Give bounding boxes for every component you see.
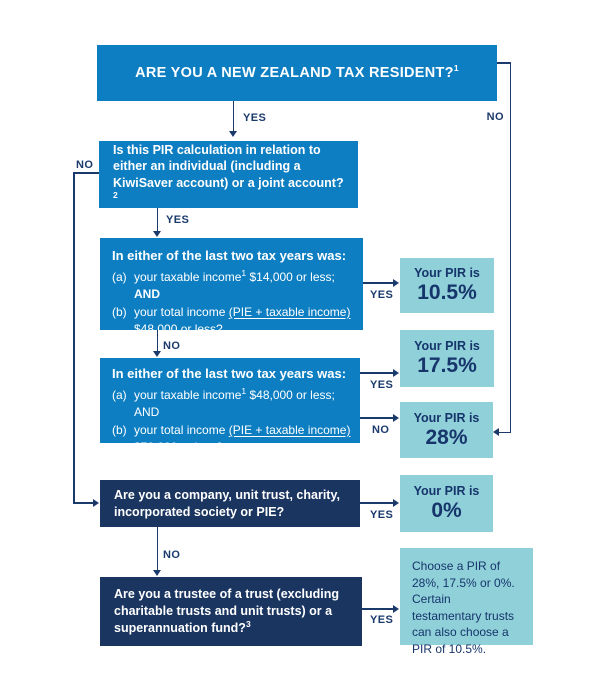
question-text: Are you a company, unit trust, charity, …: [114, 488, 340, 519]
result-value: 28%: [425, 425, 468, 449]
connector-q4-yes: [360, 372, 394, 374]
connector-q1-no-bottom: [499, 431, 511, 433]
result-prefix: Your PIR is: [413, 410, 480, 425]
condition-a-text: your taxable income1 $48,000 or less; AN…: [134, 386, 335, 420]
and-emphasis: AND: [134, 287, 160, 302]
condition-a-label: (a): [112, 270, 127, 284]
arrowhead-down-icon: [153, 231, 161, 237]
result-prefix: Your PIR is: [414, 266, 480, 280]
condition-a-text: your taxable income1 $14,000 or less; AN…: [134, 268, 335, 302]
question-heading: In either of the last two tax years was:: [112, 248, 347, 263]
footnote-marker: 3: [245, 618, 251, 629]
connector-q3-yes: [363, 282, 394, 284]
question-text: Is this PIR calculation in relation to e…: [113, 142, 344, 200]
result-text: Choose a PIR of 28%, 17.5% or 0%. Certai…: [412, 559, 515, 656]
result-pir-28: Your PIR is 28%: [400, 402, 493, 458]
question-text: Are you a trustee of a trust (excluding …: [114, 587, 340, 635]
condition-b-label: (b): [112, 304, 127, 319]
connector-q2-yes: [156, 208, 158, 232]
connector-q6-yes: [362, 608, 394, 610]
label-q1-no: NO: [486, 111, 504, 123]
result-prefix: Your PIR is: [413, 484, 480, 498]
question-heading: In either of the last two tax years was:: [112, 366, 347, 381]
result-value: 10.5%: [417, 281, 477, 304]
condition-b-text: your total income (PIE + taxable income)…: [134, 422, 351, 455]
footnote-marker: 2: [113, 189, 118, 200]
connector-q5-no: [156, 527, 158, 571]
arrowhead-right-icon: [93, 498, 99, 507]
label-q5-no: NO: [163, 549, 181, 561]
condition-b: (b) your total income (PIE + taxable inc…: [112, 422, 354, 457]
arrowhead-right-icon: [393, 278, 399, 287]
arrowhead-right-icon: [393, 498, 399, 507]
condition-a: (a) your taxable income1 $48,000 or less…: [112, 387, 354, 422]
question-company-unit-trust: Are you a company, unit trust, charity, …: [100, 480, 360, 527]
condition-b-text: your total income (PIE + taxable income)…: [134, 304, 351, 337]
connector-q1-yes: [232, 101, 234, 132]
result-pir-10-5: Your PIR is 10.5%: [400, 258, 494, 313]
underlined-phrase: (PIE + taxable income): [228, 422, 351, 437]
label-q5-yes: YES: [370, 509, 394, 521]
question-income-14k-48k: In either of the last two tax years was:…: [100, 238, 363, 336]
result-choose-pir: Choose a PIR of 28%, 17.5% or 0%. Certai…: [400, 548, 533, 656]
arrowhead-down-icon: [153, 351, 161, 357]
label-q4-yes: YES: [370, 379, 394, 391]
arrowhead-right-icon: [393, 604, 399, 613]
footnote-marker: 1: [453, 63, 459, 74]
connector-q5-yes: [360, 502, 394, 504]
question-nz-tax-resident: ARE YOU A NEW ZEALAND TAX RESIDENT?1: [97, 45, 497, 101]
label-q1-yes: YES: [243, 112, 267, 124]
question-text: ARE YOU A NEW ZEALAND TAX RESIDENT?1: [135, 63, 459, 81]
underlined-phrase: (PIE + taxable income): [228, 304, 351, 319]
label-q3-no: NO: [163, 340, 181, 352]
footnote-marker: 1: [241, 386, 247, 396]
label-q4-no: NO: [372, 424, 390, 436]
arrowhead-down-icon: [153, 570, 161, 576]
connector-q1-no-vertical: [509, 62, 511, 433]
connector-q2-no-vertical: [73, 172, 75, 503]
result-pir-17-5: Your PIR is 17.5%: [400, 330, 494, 387]
arrowhead-right-icon: [393, 368, 399, 377]
label-q2-no: NO: [76, 159, 94, 171]
question-trustee-superannuation: Are you a trustee of a trust (excluding …: [100, 577, 362, 646]
condition-a-label: (a): [112, 388, 127, 402]
label-q2-yes: YES: [166, 214, 190, 226]
footnote-marker: 1: [241, 268, 247, 278]
condition-b-label: (b): [112, 422, 127, 437]
condition-b: (b) your total income (PIE + taxable inc…: [112, 304, 357, 339]
connector-q2-no-bottom: [73, 502, 94, 504]
label-q6-yes: YES: [370, 614, 394, 626]
label-q3-yes: YES: [370, 289, 394, 301]
result-value: 0%: [431, 499, 462, 522]
result-value: 17.5%: [417, 354, 477, 377]
result-pir-0: Your PIR is 0%: [400, 475, 493, 532]
arrowhead-down-icon: [229, 131, 237, 137]
question-income-48k-70k: In either of the last two tax years was:…: [100, 358, 360, 454]
arrowhead-left-icon: [493, 428, 499, 436]
result-prefix: Your PIR is: [414, 339, 480, 353]
connector-q3-no: [156, 330, 158, 352]
arrowhead-right-icon: [393, 413, 399, 422]
connector-q4-no: [360, 417, 394, 419]
connector-q1-no-top: [497, 62, 511, 64]
question-individual-or-joint: Is this PIR calculation in relation to e…: [99, 141, 358, 208]
condition-a: (a) your taxable income1 $14,000 or less…: [112, 269, 357, 304]
connector-q2-no-top: [73, 172, 99, 174]
